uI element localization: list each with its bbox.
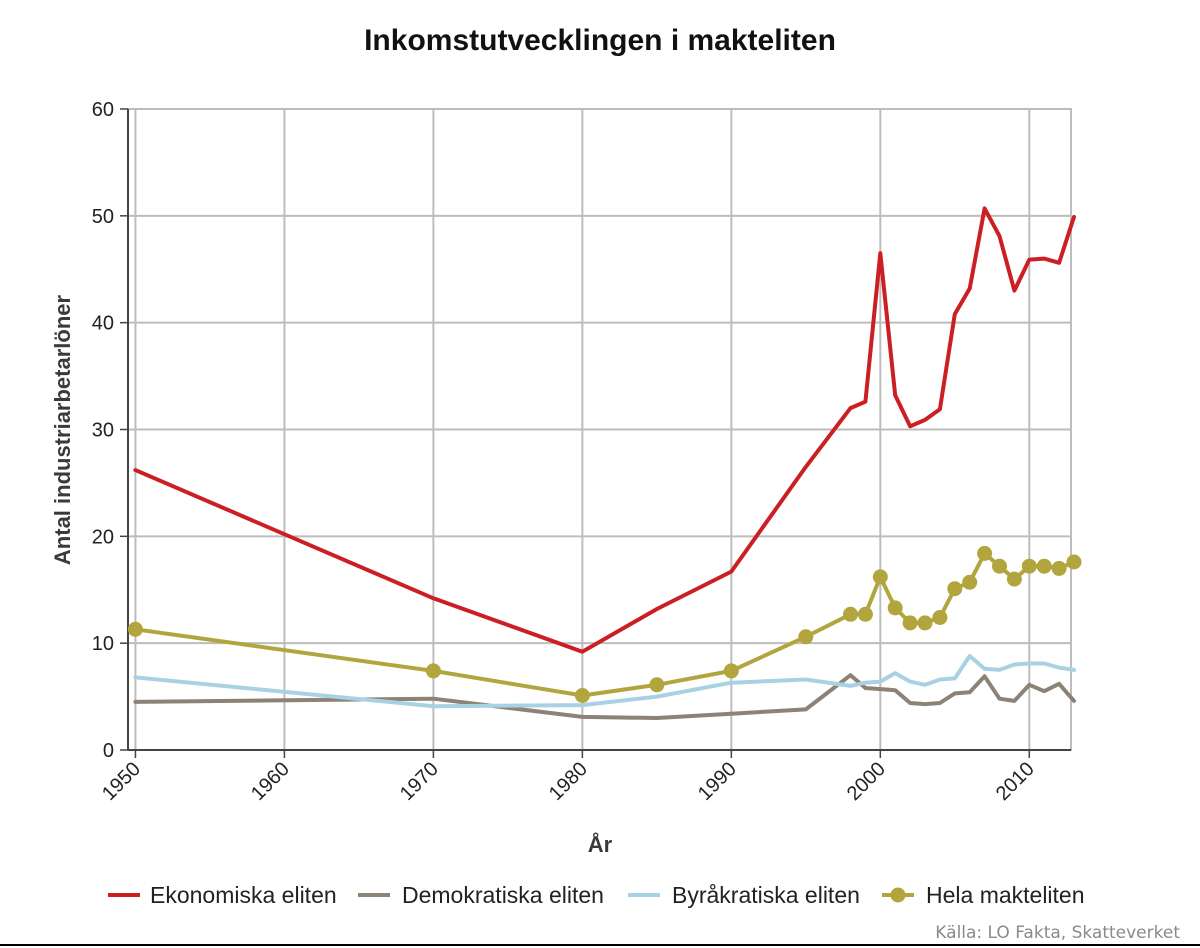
legend-item: Hela makteliten (882, 882, 1085, 908)
data-point (872, 569, 888, 585)
legend-item: Demokratiska eliten (358, 882, 604, 908)
data-point (425, 663, 441, 679)
y-tick-label: 60 (92, 99, 114, 121)
grid (127, 108, 1072, 751)
series-ekonomiska-eliten (133, 206, 1076, 654)
series-layer (127, 206, 1082, 720)
series-byråkratiska-eliten (133, 654, 1076, 709)
y-tick-label: 20 (92, 526, 114, 548)
data-point (977, 545, 993, 561)
x-tick-label: 1990 (694, 758, 741, 805)
data-point (574, 688, 590, 703)
data-point (127, 621, 143, 637)
data-point (1036, 558, 1052, 574)
x-tick-label: 2010 (992, 758, 1039, 805)
data-point (902, 615, 918, 631)
series-demokratiska-eliten (133, 673, 1076, 720)
data-point (857, 606, 873, 622)
data-point (649, 677, 665, 693)
data-point (917, 615, 933, 631)
legend-label: Demokratiska eliten (402, 882, 604, 908)
y-tick-label: 0 (103, 740, 114, 762)
series-line (133, 673, 1076, 720)
series-hela-makteliten (127, 545, 1082, 703)
series-line (133, 551, 1076, 698)
legend-label: Byråkratiska eliten (672, 882, 860, 908)
data-point (1066, 554, 1082, 570)
y-axis-title: Antal industriarbetarlöner (50, 294, 75, 565)
source-note: Källa: LO Fakta, Skatteverket (935, 923, 1180, 943)
series-line (133, 206, 1076, 654)
data-point (887, 600, 903, 616)
data-point (1006, 571, 1022, 587)
y-tick-label: 50 (92, 206, 114, 228)
y-axis-ticks: 0 10 20 30 40 50 60 (92, 99, 128, 762)
data-point (843, 606, 858, 622)
data-point (723, 663, 739, 679)
data-point (932, 610, 948, 625)
legend-item: Ekonomiska eliten (108, 882, 337, 908)
data-point (798, 629, 814, 645)
x-axis-title: År (588, 831, 613, 857)
legend-label: Hela makteliten (926, 882, 1085, 908)
x-tick-label: 2000 (843, 758, 890, 805)
legend: Ekonomiska eliten Demokratiska eliten Byrå… (108, 882, 1085, 908)
legend-label: Ekonomiska eliten (150, 882, 337, 908)
x-tick-label: 1970 (396, 758, 443, 805)
x-axis-ticks: 1950 1960 1970 1980 1990 2000 2010 (98, 750, 1039, 805)
data-point (962, 574, 978, 590)
x-tick-label: 1950 (98, 758, 145, 805)
y-tick-label: 40 (92, 313, 114, 335)
legend-item: Byråkratiska eliten (628, 882, 860, 908)
y-tick-label: 10 (92, 633, 114, 655)
data-point (992, 558, 1007, 574)
data-point (947, 581, 963, 597)
y-tick-label: 30 (92, 420, 114, 442)
bottom-rule (0, 944, 1200, 946)
x-tick-label: 1960 (247, 758, 294, 805)
data-point (1021, 558, 1037, 574)
data-point (1051, 560, 1067, 576)
chart-title: Inkomstutvecklingen i makteliten (364, 24, 836, 57)
legend-marker (890, 887, 906, 903)
series-line (133, 654, 1076, 709)
x-tick-label: 1980 (545, 758, 592, 805)
